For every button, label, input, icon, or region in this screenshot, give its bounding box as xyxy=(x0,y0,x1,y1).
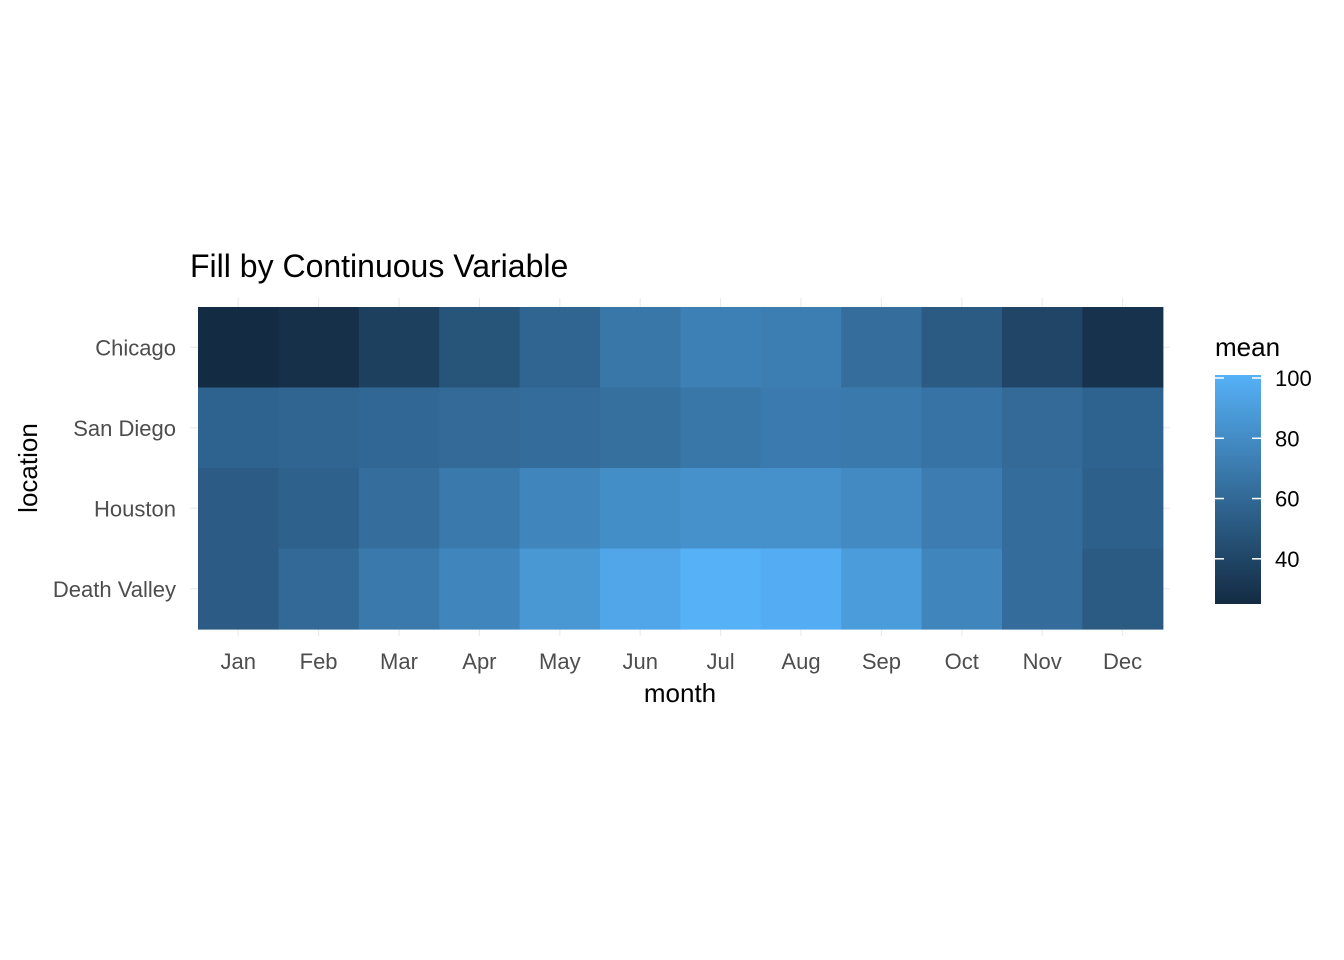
heatmap-tile xyxy=(198,387,279,469)
legend-colorbar xyxy=(1215,375,1261,604)
heatmap-tile xyxy=(841,307,923,389)
heatmap-tile xyxy=(1002,468,1083,550)
heatmap-tile xyxy=(680,468,762,550)
heatmap-tile xyxy=(921,387,1003,469)
heatmap-tile xyxy=(921,307,1003,389)
heatmap-tile xyxy=(439,387,521,469)
heatmap-tile xyxy=(198,307,279,389)
legend-ticks: 40 60 80 100 xyxy=(1215,366,1312,572)
heatmap-tile xyxy=(519,307,601,389)
heatmap-tile xyxy=(278,307,360,389)
heatmap-tile xyxy=(760,468,842,550)
x-tick-label: Feb xyxy=(300,649,338,674)
legend-tick-label: 60 xyxy=(1275,487,1299,512)
heatmap-tile xyxy=(358,468,440,550)
x-tick-label: Oct xyxy=(945,649,979,674)
heatmap-tile xyxy=(519,548,601,630)
heatmap-tile xyxy=(1082,468,1164,550)
heatmap-tile xyxy=(519,387,601,469)
x-tick-label: Mar xyxy=(380,649,418,674)
heatmap-tile xyxy=(680,307,762,389)
heatmap-tile xyxy=(600,307,681,389)
heatmap-tile xyxy=(278,468,360,550)
heatmap-tile xyxy=(358,387,440,469)
heatmap-tile xyxy=(1082,548,1164,630)
heatmap-tile xyxy=(1082,387,1164,469)
heatmap-tile xyxy=(198,548,279,630)
x-tick-label: Jun xyxy=(622,649,657,674)
y-tick-label: Chicago xyxy=(95,335,176,360)
heatmap-tile xyxy=(680,387,762,469)
x-axis-title: month xyxy=(644,678,716,708)
heatmap-tile xyxy=(921,548,1003,630)
heatmap-tile xyxy=(841,468,923,550)
heatmap-tile xyxy=(921,468,1003,550)
heatmap-tile xyxy=(680,548,762,630)
y-axis-ticks: Chicago San Diego Houston Death Valley xyxy=(53,335,176,602)
heatmap-tile xyxy=(358,307,440,389)
y-axis-title: location xyxy=(13,423,43,513)
heatmap-tile xyxy=(1082,307,1164,389)
heatmap-tile xyxy=(760,387,842,469)
heatmap-tile xyxy=(439,307,521,389)
x-tick-label: Apr xyxy=(462,649,496,674)
heatmap-tile xyxy=(1002,548,1083,630)
x-tick-label: Dec xyxy=(1103,649,1142,674)
x-axis-ticks: Jan Feb Mar Apr May Jun Jul Aug Sep Oct Nov Dec xyxy=(220,649,1142,674)
y-tick-label: Death Valley xyxy=(53,577,176,602)
x-tick-label: Aug xyxy=(781,649,820,674)
heatmap-tile xyxy=(358,548,440,630)
legend-tick-label: 40 xyxy=(1275,547,1299,572)
heatmap-tile xyxy=(1002,307,1083,389)
x-tick-label: Jan xyxy=(220,649,255,674)
x-tick-label: Nov xyxy=(1023,649,1062,674)
y-tick-label: San Diego xyxy=(73,416,176,441)
heatmap-tile xyxy=(600,468,681,550)
heatmap-tile xyxy=(1002,387,1083,469)
legend-tick-label: 80 xyxy=(1275,426,1299,451)
legend-tick-label: 100 xyxy=(1275,366,1312,391)
heatmap-tile xyxy=(439,468,521,550)
heatmap-tile xyxy=(278,548,360,630)
legend-title: mean xyxy=(1215,332,1280,362)
heatmap-tile xyxy=(841,548,923,630)
heatmap-tile xyxy=(760,548,842,630)
y-tick-label: Houston xyxy=(94,496,176,521)
heatmap-tile xyxy=(278,387,360,469)
x-tick-label: Jul xyxy=(707,649,735,674)
heatmap-tile xyxy=(760,307,842,389)
heatmap-tile xyxy=(600,548,681,630)
heatmap-tile xyxy=(519,468,601,550)
heatmap-tile xyxy=(198,468,279,550)
x-tick-label: May xyxy=(539,649,581,674)
color-legend: mean 40 60 80 100 xyxy=(1215,332,1312,604)
chart-title: Fill by Continuous Variable xyxy=(190,248,568,284)
heatmap-tile xyxy=(841,387,923,469)
heatmap-tiles xyxy=(198,307,1164,630)
heatmap-tile xyxy=(439,548,521,630)
heatmap-tile xyxy=(600,387,681,469)
x-tick-label: Sep xyxy=(862,649,901,674)
